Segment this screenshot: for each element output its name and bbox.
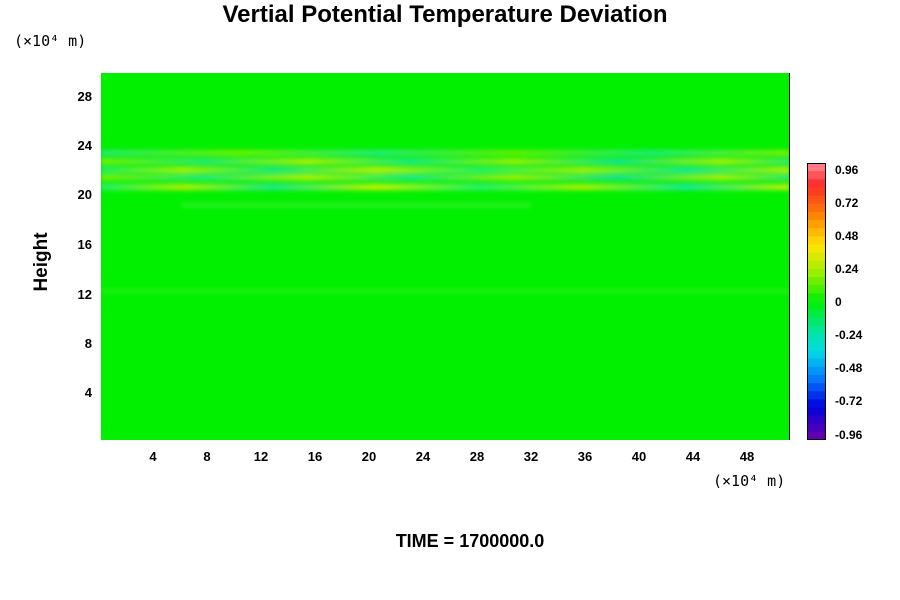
y-tick-12: 12 [77, 287, 92, 302]
y-tick-28: 28 [77, 89, 92, 104]
y-tick-24: 24 [77, 138, 92, 153]
colorbar-segment [807, 236, 826, 245]
colorbar-segment [807, 358, 826, 368]
y-tick-16: 16 [77, 237, 92, 252]
x-axis-unit: (×10⁴ m) [713, 472, 786, 490]
heatmap-plot [101, 73, 790, 440]
band-21 [101, 175, 790, 180]
colorbar-segment [807, 211, 826, 221]
colorbar-tick-0-96: 0.96 [835, 163, 859, 177]
y-axis-label: Height [31, 232, 52, 292]
x-tick-44: 44 [685, 449, 701, 464]
colorbar-segment [807, 268, 826, 278]
y-axis-unit: (×10⁴ m) [14, 32, 87, 50]
y-tick-20: 20 [77, 187, 92, 202]
colorbar-segment [807, 350, 826, 360]
colorbar-segment [807, 277, 826, 286]
colorbar-segment [807, 220, 826, 229]
time-footer: TIME = 1700000.0 [395, 531, 545, 551]
colorbar-segment [807, 415, 826, 425]
colorbar-segment [807, 309, 826, 319]
colorbar-segment [807, 431, 826, 440]
colorbar-segment [807, 252, 826, 262]
plot-background [101, 73, 790, 440]
colorbar-segment [807, 285, 826, 294]
band-22 [101, 159, 790, 164]
colorbar-tick-0-48: 0.48 [835, 229, 859, 243]
colorbar-segment [807, 391, 826, 400]
band-19 [181, 203, 531, 207]
colorbar-segment [807, 325, 826, 335]
colorbar-segment [807, 171, 826, 180]
chart-title: Vertial Potential Temperature Deviation [222, 1, 668, 28]
colorbar-tick-neg-0-24: -0.24 [835, 328, 863, 342]
band-12 [101, 289, 790, 293]
colorbar-segment [807, 382, 826, 392]
x-tick-48: 48 [739, 449, 755, 464]
colorbar-segment [807, 195, 826, 205]
colorbar [807, 163, 826, 440]
colorbar-segment [807, 317, 826, 327]
y-tick-8: 8 [84, 336, 92, 351]
y-tick-4: 4 [84, 385, 92, 400]
colorbar-segment [807, 260, 826, 270]
x-tick-12: 12 [253, 449, 269, 464]
colorbar-tick-0: 0 [835, 295, 842, 309]
x-tick-20: 20 [361, 449, 377, 464]
x-tick-8: 8 [203, 449, 211, 464]
colorbar-segment [807, 423, 826, 433]
colorbar-segment [807, 366, 826, 376]
colorbar-segment [807, 203, 826, 213]
colorbar-segment [807, 399, 826, 408]
x-tick-36: 36 [577, 449, 593, 464]
colorbar-segment [807, 293, 826, 302]
colorbar-segment [807, 374, 826, 384]
colorbar-tick-0-72: 0.72 [835, 196, 859, 210]
x-tick-32: 32 [523, 449, 539, 464]
x-tick-24: 24 [415, 449, 431, 464]
colorbar-tick-neg-0-48: -0.48 [835, 361, 863, 375]
colorbar-tick-0-24: 0.24 [835, 262, 859, 276]
colorbar-segment [807, 244, 826, 254]
colorbar-segment [807, 228, 826, 237]
colorbar-segment [807, 407, 826, 417]
colorbar-tick-neg-0-96: -0.96 [835, 428, 863, 442]
colorbar-segment [807, 163, 826, 172]
colorbar-segment [807, 179, 826, 188]
band-20-5 [101, 184, 790, 190]
x-tick-16: 16 [307, 449, 323, 464]
colorbar-segment [807, 334, 826, 343]
x-tick-4: 4 [149, 449, 157, 464]
x-tick-28: 28 [469, 449, 485, 464]
colorbar-segment [807, 187, 826, 197]
colorbar-segment [807, 342, 826, 351]
x-tick-40: 40 [631, 449, 647, 464]
colorbar-tick-neg-0-72: -0.72 [835, 394, 863, 408]
band-23 [101, 150, 790, 156]
band-21-5 [101, 167, 790, 173]
colorbar-segment [807, 301, 826, 311]
